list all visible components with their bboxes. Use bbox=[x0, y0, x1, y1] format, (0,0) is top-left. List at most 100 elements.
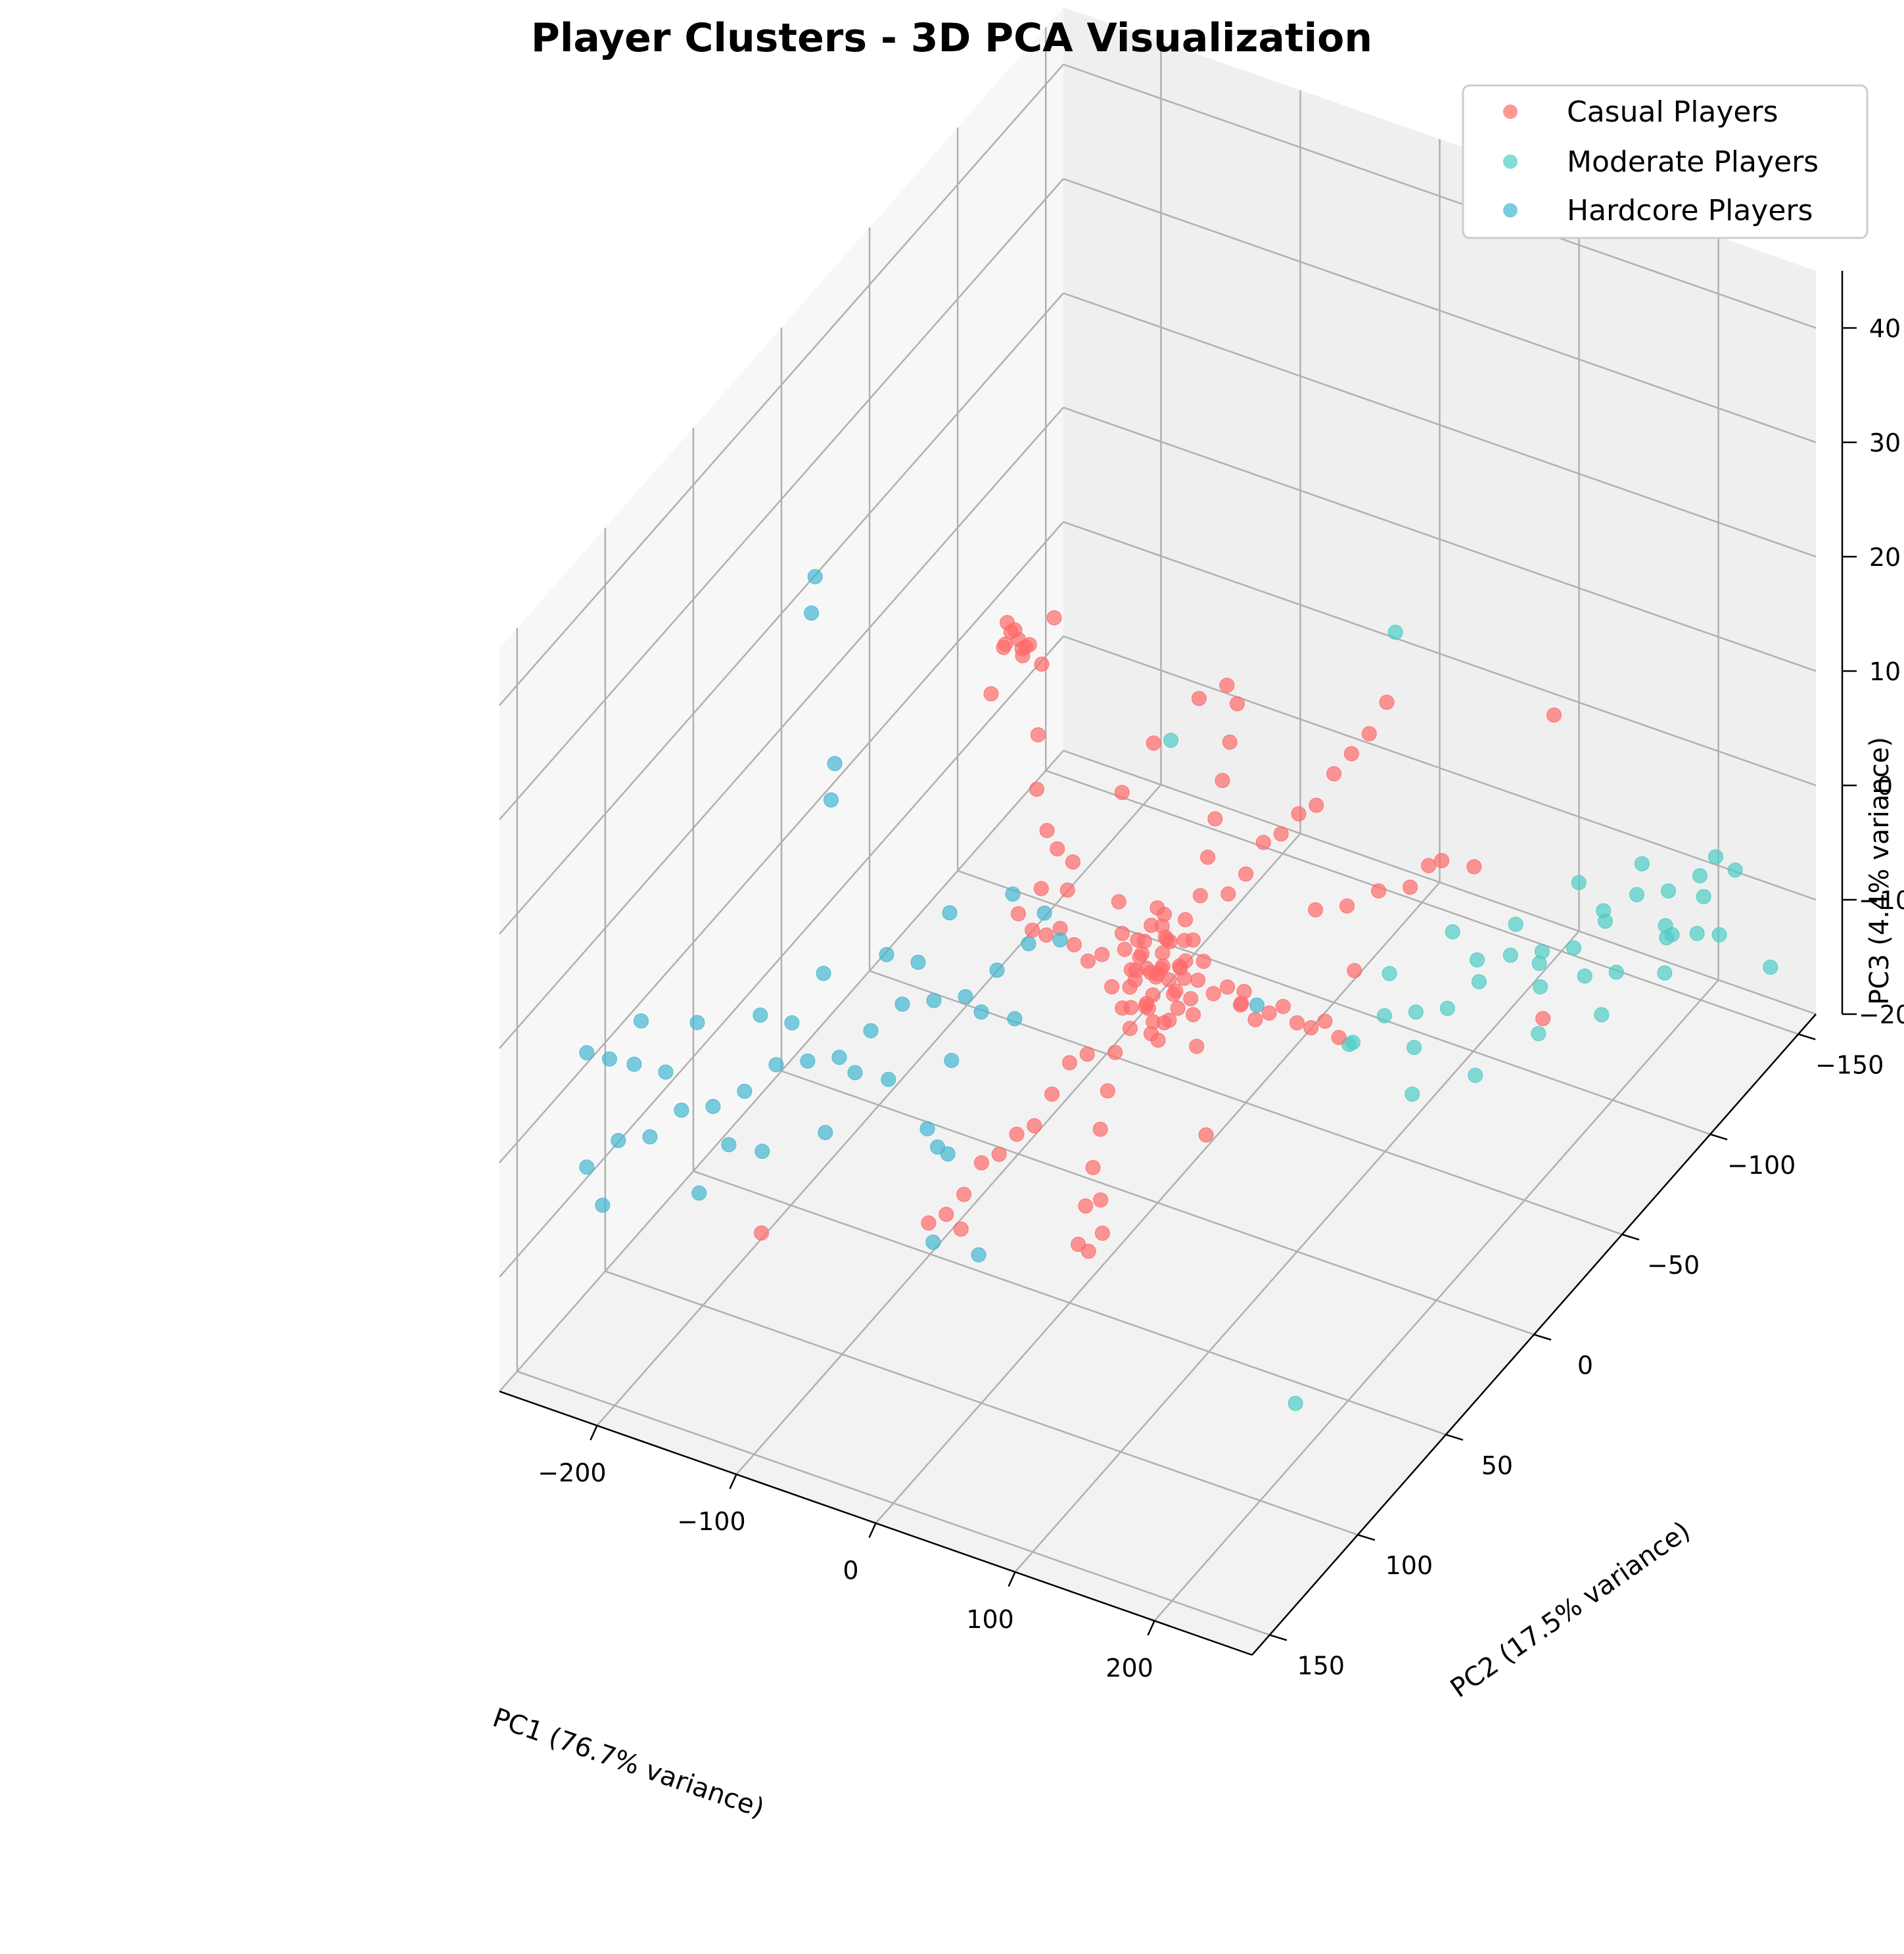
point-casual bbox=[1033, 881, 1049, 896]
point-casual bbox=[1371, 883, 1387, 898]
point-hardcore bbox=[579, 1159, 595, 1175]
point-hardcore bbox=[925, 1234, 941, 1250]
point-casual bbox=[1071, 1236, 1086, 1252]
point-casual bbox=[1176, 933, 1192, 948]
z-tick-label: 30 bbox=[1869, 429, 1901, 457]
y-tick bbox=[1445, 1433, 1464, 1441]
point-casual bbox=[1200, 849, 1216, 865]
point-hardcore bbox=[601, 1051, 617, 1067]
point-hardcore bbox=[691, 1185, 707, 1201]
point-casual bbox=[1115, 925, 1130, 941]
point-moderate bbox=[1661, 883, 1676, 898]
point-hardcore bbox=[658, 1064, 674, 1080]
gridline-z-back bbox=[1063, 406, 1817, 672]
point-casual bbox=[991, 1146, 1007, 1162]
point-casual bbox=[1379, 695, 1395, 710]
point-casual bbox=[1215, 773, 1230, 788]
point-casual bbox=[1038, 927, 1054, 943]
point-casual bbox=[1189, 1038, 1205, 1054]
point-casual bbox=[1144, 1026, 1159, 1042]
legend-marker-moderate bbox=[1503, 154, 1518, 169]
point-casual bbox=[1205, 986, 1221, 1002]
point-hardcore bbox=[611, 1132, 626, 1148]
point-casual bbox=[1535, 1011, 1551, 1027]
point-casual bbox=[1111, 894, 1126, 910]
z-axis-label: PC3 (4.4% variance) bbox=[1865, 737, 1895, 1005]
point-casual bbox=[1115, 1000, 1130, 1016]
point-casual bbox=[1347, 963, 1362, 979]
point-hardcore bbox=[755, 1144, 770, 1159]
tick-labels: −200−1000100200−150−100−50050100150−20−1… bbox=[538, 314, 1904, 1683]
legend-box bbox=[1462, 84, 1869, 239]
point-hardcore bbox=[930, 1139, 946, 1155]
point-moderate bbox=[1468, 1067, 1483, 1083]
point-casual bbox=[1122, 1021, 1138, 1036]
point-moderate bbox=[1689, 925, 1705, 941]
point-hardcore bbox=[824, 792, 839, 808]
point-moderate bbox=[1711, 927, 1727, 942]
z-tick-label: 40 bbox=[1869, 314, 1901, 343]
point-casual bbox=[1122, 979, 1138, 995]
gridlines bbox=[499, 27, 1817, 1636]
z-tick-label: 0 bbox=[1877, 772, 1893, 801]
point-casual bbox=[1146, 735, 1161, 751]
point-casual bbox=[1065, 854, 1080, 870]
point-hardcore bbox=[1249, 997, 1265, 1013]
point-casual bbox=[1317, 1013, 1333, 1029]
y-tick-label: 50 bbox=[1481, 1451, 1513, 1480]
point-casual bbox=[1219, 678, 1235, 693]
point-casual bbox=[1066, 937, 1082, 952]
gridline-y-floor bbox=[517, 1370, 1270, 1636]
point-moderate bbox=[1408, 1004, 1424, 1020]
gridline-z-back bbox=[1063, 521, 1817, 787]
point-casual bbox=[1186, 1007, 1201, 1023]
point-casual bbox=[1034, 657, 1050, 672]
point-casual bbox=[1161, 972, 1177, 988]
point-casual bbox=[1144, 918, 1159, 933]
y-tick bbox=[1357, 1533, 1376, 1541]
point-moderate bbox=[1658, 918, 1673, 933]
point-casual bbox=[1170, 1000, 1186, 1016]
point-hardcore bbox=[818, 1125, 833, 1140]
point-moderate bbox=[1502, 947, 1518, 963]
point-casual bbox=[1085, 1160, 1101, 1175]
y-tick bbox=[1798, 1033, 1816, 1040]
point-moderate bbox=[1763, 960, 1778, 975]
x-tick bbox=[590, 1425, 598, 1441]
point-casual bbox=[1059, 882, 1075, 898]
point-casual bbox=[983, 686, 999, 702]
point-casual bbox=[1339, 898, 1355, 914]
point-casual bbox=[1273, 826, 1289, 842]
gridline-z-back bbox=[1063, 63, 1817, 329]
point-casual bbox=[1207, 811, 1223, 827]
point-casual bbox=[1011, 906, 1026, 921]
point-casual bbox=[1261, 1005, 1277, 1021]
point-hardcore bbox=[800, 1053, 816, 1069]
point-moderate bbox=[1387, 624, 1403, 640]
legend-marker-casual bbox=[1503, 105, 1518, 119]
point-casual bbox=[1222, 734, 1238, 750]
point-casual bbox=[1094, 1225, 1110, 1241]
gridline-z-back bbox=[1063, 635, 1817, 901]
y-tick-label: 100 bbox=[1385, 1551, 1433, 1580]
point-casual bbox=[1229, 696, 1245, 712]
point-casual bbox=[1061, 1055, 1077, 1071]
z-tick-label: −20 bbox=[1859, 1000, 1904, 1029]
point-casual bbox=[1421, 858, 1437, 873]
point-hardcore bbox=[595, 1198, 611, 1213]
gridline-z-back bbox=[1063, 177, 1817, 444]
gridline-z-left bbox=[499, 407, 1064, 1049]
point-casual bbox=[1009, 1127, 1025, 1142]
point-moderate bbox=[1727, 862, 1743, 878]
point-casual bbox=[1094, 946, 1110, 962]
point-casual bbox=[1079, 1046, 1095, 1062]
point-hardcore bbox=[642, 1129, 658, 1145]
point-casual bbox=[1046, 610, 1062, 626]
point-moderate bbox=[1376, 1008, 1392, 1023]
point-hardcore bbox=[944, 1053, 960, 1068]
point-hardcore bbox=[1052, 932, 1068, 948]
point-hardcore bbox=[827, 756, 843, 772]
y-tick bbox=[1621, 1233, 1640, 1241]
